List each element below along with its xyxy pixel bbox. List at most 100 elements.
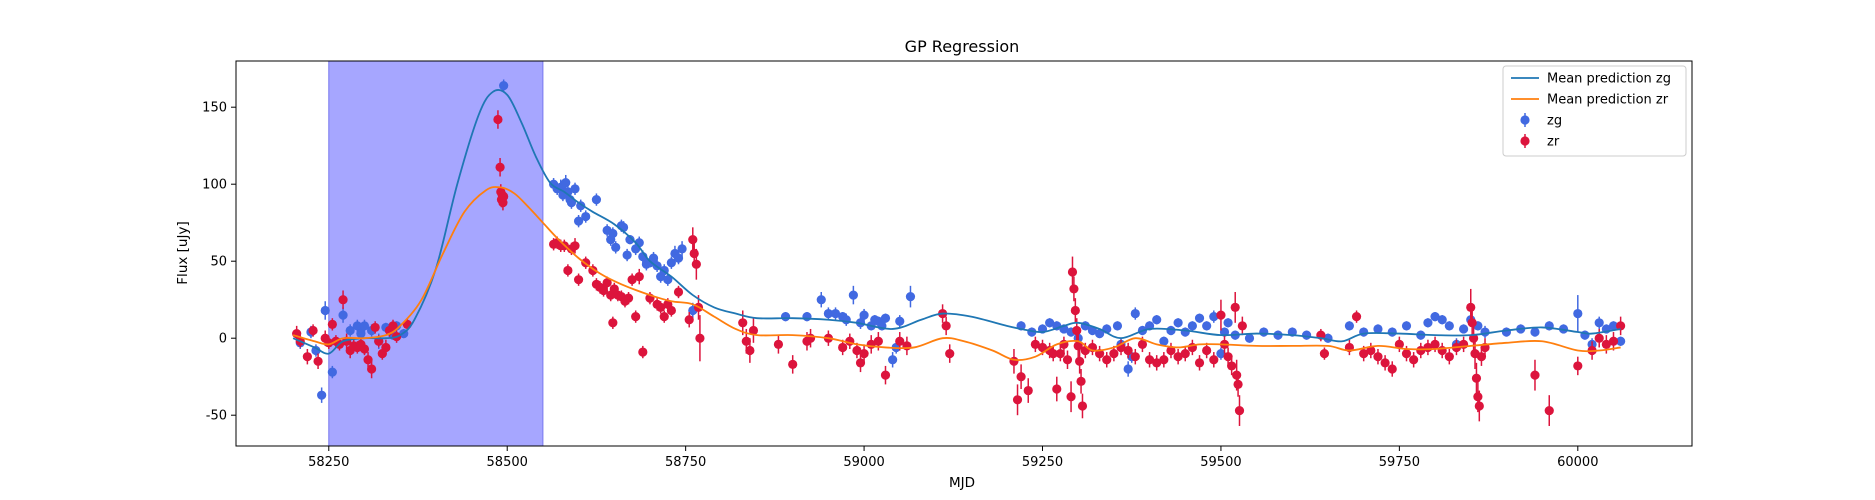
data-point bbox=[830, 308, 841, 319]
data-point bbox=[338, 310, 348, 320]
data-point bbox=[1466, 302, 1476, 312]
data-point bbox=[1045, 318, 1055, 328]
data-point bbox=[381, 342, 391, 353]
data-point bbox=[1227, 361, 1237, 371]
data-point bbox=[338, 295, 348, 305]
data-point bbox=[1380, 358, 1390, 368]
data-point bbox=[1048, 349, 1058, 359]
data-point bbox=[695, 333, 705, 343]
legend-label: Mean prediction zg bbox=[1547, 72, 1671, 87]
data-point bbox=[598, 285, 609, 296]
data-point bbox=[356, 328, 366, 339]
data-point bbox=[1055, 349, 1065, 359]
data-point bbox=[1216, 349, 1226, 359]
data-point bbox=[1416, 345, 1426, 356]
data-point bbox=[623, 293, 634, 303]
data-point bbox=[941, 321, 951, 331]
data-point bbox=[773, 339, 784, 349]
data-point bbox=[345, 325, 355, 336]
data-point bbox=[581, 211, 591, 222]
data-point bbox=[1387, 327, 1397, 337]
data-point bbox=[1373, 324, 1383, 334]
data-point bbox=[311, 345, 321, 356]
data-point bbox=[1209, 312, 1219, 322]
data-point bbox=[673, 287, 684, 297]
data-point bbox=[741, 336, 751, 346]
data-point bbox=[1459, 324, 1469, 334]
y-tick-label: 50 bbox=[210, 255, 227, 270]
data-point bbox=[1037, 342, 1048, 353]
data-point bbox=[816, 295, 826, 305]
data-point bbox=[1109, 349, 1119, 359]
data-point bbox=[1573, 308, 1583, 319]
data-point bbox=[945, 349, 955, 359]
data-point bbox=[1616, 321, 1626, 331]
data-point bbox=[352, 321, 362, 331]
data-point bbox=[663, 275, 673, 285]
data-point bbox=[691, 259, 701, 269]
data-point bbox=[1423, 318, 1433, 328]
x-tick-label: 58750 bbox=[665, 455, 706, 470]
data-point bbox=[1144, 355, 1155, 365]
legend-swatch bbox=[1520, 115, 1530, 125]
data-point bbox=[1233, 379, 1243, 389]
data-point bbox=[1023, 385, 1033, 396]
data-point bbox=[788, 359, 798, 369]
data-point bbox=[1232, 370, 1242, 380]
data-point bbox=[634, 272, 644, 282]
data-point bbox=[611, 242, 621, 252]
data-point bbox=[1012, 395, 1023, 405]
data-point bbox=[1067, 267, 1078, 277]
data-point bbox=[1544, 405, 1554, 416]
data-point bbox=[563, 265, 573, 276]
data-point bbox=[1476, 352, 1487, 362]
data-point bbox=[1473, 392, 1483, 402]
data-point bbox=[1530, 327, 1540, 337]
data-point bbox=[1401, 349, 1412, 359]
data-point bbox=[1444, 321, 1454, 331]
data-point bbox=[627, 275, 637, 285]
data-point bbox=[1130, 308, 1140, 319]
data-point bbox=[684, 315, 694, 325]
data-point bbox=[745, 345, 755, 356]
data-point bbox=[591, 195, 602, 205]
x-tick-label: 59000 bbox=[843, 455, 884, 470]
data-point bbox=[573, 275, 584, 285]
data-point bbox=[859, 349, 869, 359]
legend-label: zg bbox=[1547, 114, 1562, 129]
data-point bbox=[1123, 345, 1133, 356]
y-axis: -50 0 50 100 150 bbox=[202, 101, 236, 424]
data-point bbox=[1573, 361, 1583, 371]
data-point bbox=[1344, 321, 1355, 331]
data-point bbox=[1387, 364, 1397, 374]
data-point bbox=[895, 336, 905, 346]
data-point bbox=[499, 191, 509, 202]
data-point bbox=[880, 370, 891, 380]
data-point bbox=[859, 310, 869, 320]
data-point bbox=[499, 81, 509, 91]
data-point bbox=[566, 198, 577, 208]
series-line-Mean prediction zr bbox=[292, 186, 1621, 361]
y-tick-label: 0 bbox=[219, 332, 227, 347]
data-point bbox=[1194, 313, 1205, 323]
data-point bbox=[1437, 315, 1447, 325]
data-point bbox=[1244, 333, 1255, 343]
data-point bbox=[1202, 321, 1212, 331]
data-point bbox=[1223, 352, 1233, 362]
data-point bbox=[1351, 312, 1362, 322]
data-point bbox=[1223, 318, 1233, 328]
data-point bbox=[1608, 336, 1619, 346]
data-point bbox=[363, 355, 373, 365]
data-point bbox=[1594, 333, 1604, 343]
data-point bbox=[1359, 349, 1369, 359]
x-tick-label: 60000 bbox=[1557, 455, 1598, 470]
data-point bbox=[388, 321, 398, 331]
data-point bbox=[689, 248, 699, 259]
data-point bbox=[493, 114, 503, 125]
data-point bbox=[848, 290, 858, 300]
data-point bbox=[648, 253, 659, 263]
data-point bbox=[1480, 327, 1490, 337]
x-axis-label: MJD bbox=[949, 475, 975, 491]
x-tick-label: 58500 bbox=[487, 455, 528, 470]
